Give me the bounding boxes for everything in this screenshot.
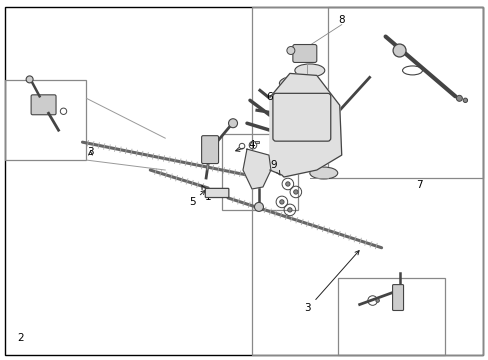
Circle shape xyxy=(279,200,284,204)
Text: 4: 4 xyxy=(235,140,255,152)
Bar xyxy=(5,80,86,160)
FancyBboxPatch shape xyxy=(201,136,218,163)
Circle shape xyxy=(254,202,263,211)
Text: 8: 8 xyxy=(338,15,345,24)
Bar xyxy=(337,278,445,355)
Circle shape xyxy=(293,190,298,194)
Circle shape xyxy=(285,182,289,186)
Circle shape xyxy=(455,95,462,101)
FancyBboxPatch shape xyxy=(205,188,228,198)
Text: 7: 7 xyxy=(415,180,422,190)
Text: 1: 1 xyxy=(202,185,211,202)
Bar xyxy=(222,134,297,210)
Ellipse shape xyxy=(279,76,314,91)
Text: 2: 2 xyxy=(17,333,24,343)
Circle shape xyxy=(462,98,467,103)
Ellipse shape xyxy=(294,64,324,77)
Text: 3: 3 xyxy=(304,251,358,314)
Polygon shape xyxy=(269,73,341,177)
Ellipse shape xyxy=(295,133,317,143)
Circle shape xyxy=(287,208,291,212)
Bar xyxy=(251,7,482,355)
Text: 6: 6 xyxy=(266,92,273,102)
Text: 5: 5 xyxy=(188,190,205,207)
FancyBboxPatch shape xyxy=(292,45,316,62)
Bar xyxy=(254,141,259,143)
FancyBboxPatch shape xyxy=(392,285,403,310)
Polygon shape xyxy=(243,149,270,189)
Ellipse shape xyxy=(309,167,337,179)
Circle shape xyxy=(26,76,33,83)
Circle shape xyxy=(392,44,405,57)
Circle shape xyxy=(375,299,379,302)
Text: 3: 3 xyxy=(87,147,94,157)
FancyBboxPatch shape xyxy=(31,95,56,115)
Bar xyxy=(327,7,482,178)
Circle shape xyxy=(228,119,237,128)
FancyBboxPatch shape xyxy=(272,93,330,141)
Circle shape xyxy=(286,46,294,54)
Ellipse shape xyxy=(285,79,307,88)
Text: 9: 9 xyxy=(270,160,280,175)
